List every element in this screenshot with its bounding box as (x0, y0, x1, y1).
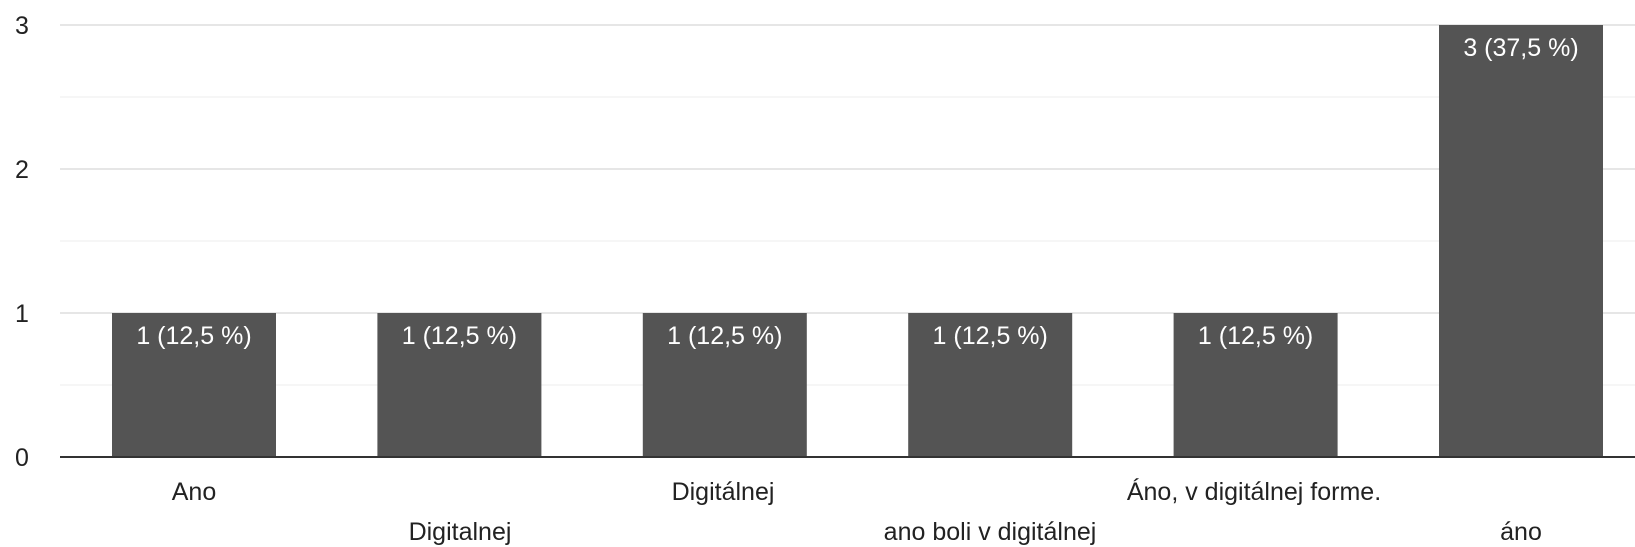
bar[interactable] (112, 313, 276, 457)
bar[interactable] (1173, 313, 1338, 457)
grid-lines (60, 24, 1635, 458)
bar[interactable] (642, 313, 807, 457)
y-tick-label: 3 (15, 12, 29, 40)
bar[interactable] (377, 313, 542, 457)
bar-data-label: 1 (12,5 %) (667, 322, 782, 350)
x-category-label: áno (1500, 518, 1542, 546)
bar[interactable] (1439, 25, 1603, 457)
bar-data-label: 1 (12,5 %) (933, 322, 1048, 350)
bar-data-label: 1 (12,5 %) (136, 322, 251, 350)
y-tick-label: 1 (15, 300, 29, 328)
x-category-label: Digitálnej (672, 478, 775, 506)
x-axis-categories: Ano Digitalnej Digitálnej ano boli v digitá… (172, 477, 1542, 546)
x-category-label: Áno, v digitálnej forme. (1127, 477, 1381, 506)
bar-data-label: 1 (12,5 %) (402, 322, 517, 350)
y-tick-label: 0 (15, 444, 29, 472)
bar-data-label: 3 (37,5 %) (1463, 34, 1578, 62)
x-category-label: Digitalnej (409, 518, 512, 546)
y-axis-ticks: 0 1 2 3 (15, 12, 29, 472)
y-tick-label: 2 (15, 156, 29, 184)
bar[interactable] (908, 313, 1073, 457)
x-category-label: ano boli v digitálnej (884, 518, 1097, 546)
data-labels: 1 (12,5 %) 1 (12,5 %) 1 (12,5 %) 1 (12,5 %)… (136, 34, 1578, 350)
bar-data-label: 1 (12,5 %) (1198, 322, 1313, 350)
x-category-label: Ano (172, 478, 216, 506)
bars (112, 25, 1603, 457)
